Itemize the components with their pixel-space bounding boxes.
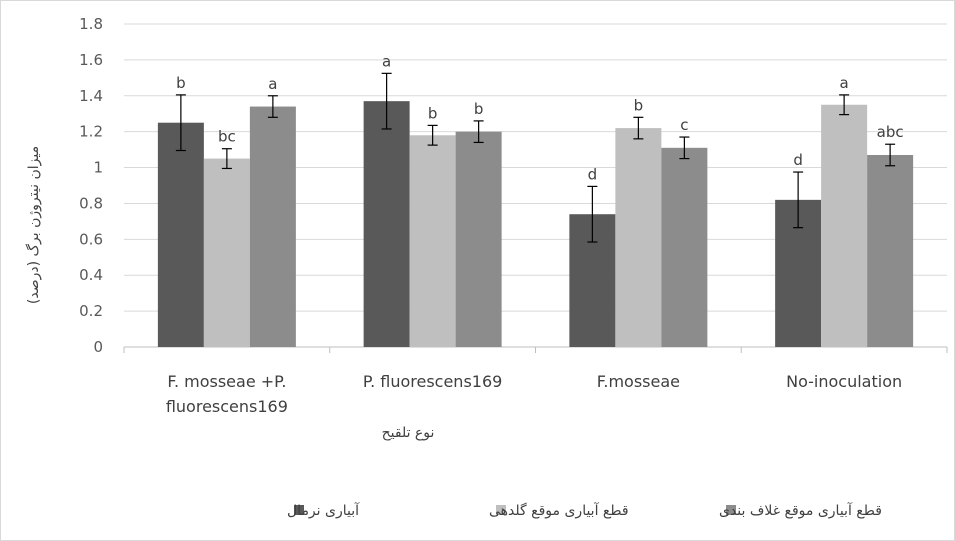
y-tick-label: 1.8 (79, 15, 103, 33)
significance-label: a (382, 52, 391, 70)
significance-label: b (176, 74, 186, 92)
bar (821, 104, 868, 347)
bar (203, 158, 250, 347)
legend-label: قطع آبیاری موقع گلدهی (489, 502, 629, 519)
significance-label: c (680, 116, 688, 134)
x-axis-title: نوع تلقیح (382, 425, 435, 441)
category-label: F.mosseae (597, 372, 680, 391)
significance-label: bc (218, 128, 236, 146)
y-tick-labels: 0 0.2 0.4 0.6 0.8 1 1.2 1.4 1.6 1.8 (79, 15, 103, 356)
y-tick-label: 0.8 (79, 194, 103, 212)
legend: آبیاری نرمال قطع آبیاری موقع گلدهی قطع آبی… (287, 502, 882, 519)
y-tick-label: 0.6 (79, 230, 103, 248)
bar (867, 154, 914, 347)
bar (455, 131, 502, 347)
legend-label: آبیاری نرمال (287, 502, 360, 519)
significance-label: b (474, 100, 484, 118)
category-label: No-inoculation (786, 372, 902, 391)
significance-label: abc (877, 123, 904, 141)
bar (363, 101, 410, 348)
bar (409, 135, 456, 347)
significance-label: d (588, 165, 598, 183)
y-tick-label: 1.4 (79, 87, 103, 105)
y-tick-label: 0 (93, 338, 103, 356)
bar (661, 147, 708, 347)
legend-label: قطع آبیاری موقع غلاف بندی (719, 502, 882, 519)
legend-swatch (294, 505, 304, 515)
significance-label: a (268, 75, 277, 93)
significance-label: a (840, 74, 849, 92)
category-label: fluorescens169 (166, 397, 288, 416)
significance-label: b (428, 104, 438, 122)
legend-swatch (726, 505, 736, 515)
y-tick-label: 1.2 (79, 123, 103, 141)
category-label: P. fluorescens169 (363, 372, 502, 391)
bar (249, 106, 296, 348)
y-tick-label: 1.6 (79, 51, 103, 69)
y-tick-label: 1 (93, 159, 103, 177)
significance-label: b (634, 96, 644, 114)
bar (615, 128, 662, 347)
y-tick-label: 0.2 (79, 302, 103, 320)
category-labels: F. mosseae +P. fluorescens169 P. fluoresce… (166, 372, 902, 416)
category-label: F. mosseae +P. (167, 372, 286, 391)
bar (157, 122, 204, 347)
y-tick-label: 0.4 (79, 266, 103, 284)
legend-swatch (496, 505, 506, 515)
y-axis-title: میزان نیتروژن برگ (درصد) (24, 146, 42, 304)
significance-label: d (793, 151, 803, 169)
